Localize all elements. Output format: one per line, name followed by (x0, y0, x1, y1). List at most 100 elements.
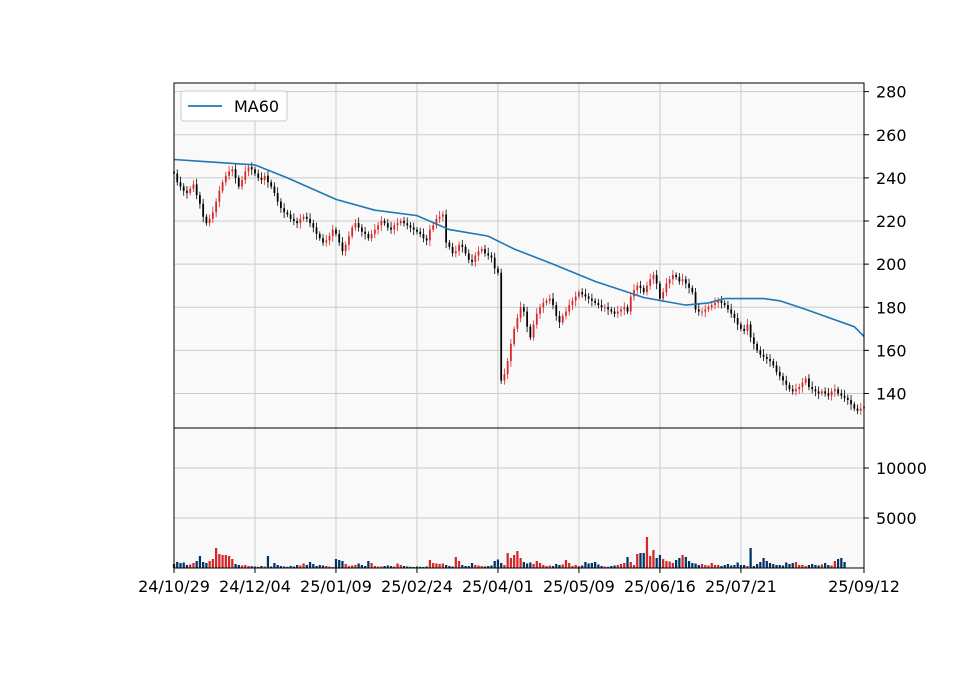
candle-body (798, 387, 801, 390)
volume-bar (503, 565, 506, 568)
candle-body (827, 393, 830, 396)
candle-body (733, 313, 736, 319)
volume-bar (295, 565, 299, 568)
candle-body (532, 324, 535, 338)
price-panel-background (174, 83, 864, 428)
volume-bar (490, 565, 493, 568)
volume-bar (432, 563, 435, 568)
volume-bar (237, 565, 240, 568)
volume-bar (587, 563, 590, 568)
volume-bar (474, 565, 477, 568)
candle-body (765, 356, 768, 359)
volume-bar (402, 566, 406, 568)
volume-bar (448, 566, 451, 568)
candle-body (331, 229, 334, 237)
volume-bar (538, 563, 542, 568)
candle-body (629, 296, 632, 312)
candle-body (451, 246, 454, 254)
candle-body (519, 307, 522, 319)
volume-bar (522, 562, 525, 568)
candle-body (840, 393, 843, 396)
volume-bar (697, 565, 700, 568)
volume-bars (172, 537, 846, 568)
candle-body (195, 184, 198, 196)
candle-body (769, 359, 771, 362)
candle-body (425, 238, 428, 241)
volume-bar (561, 564, 564, 568)
candle-body (211, 212, 214, 219)
volume-bar (804, 566, 807, 568)
volume-bar (312, 564, 315, 568)
volume-bar (263, 566, 266, 568)
candle-body (409, 225, 412, 228)
volume-bar (817, 565, 820, 568)
candle-body (746, 324, 749, 331)
candle-body (419, 231, 422, 234)
candle-body (701, 311, 703, 313)
candle-body (497, 268, 499, 273)
volume-bar (606, 566, 610, 568)
volume-bar (198, 556, 202, 568)
volume-y-axis: 5000 10000 (864, 459, 927, 528)
candle-body (704, 309, 707, 312)
candle-body (390, 227, 392, 230)
volume-bar (525, 563, 529, 568)
volume-bar (616, 565, 619, 568)
volume-bar (532, 564, 535, 568)
candle-body (231, 169, 234, 172)
candle-body (710, 305, 713, 308)
candle-body (652, 274, 655, 280)
price-y-axis: 140 160 180 200 220 240 260 280 (864, 83, 907, 404)
volume-bar (516, 551, 519, 568)
volume-bar (253, 566, 257, 568)
volume-bar (574, 565, 577, 568)
volume-bar (396, 563, 399, 568)
candle-body (782, 376, 784, 381)
candle-body (607, 307, 609, 310)
volume-bar (221, 555, 224, 568)
price-ytick-label: 220 (876, 212, 907, 231)
volume-bar (419, 566, 422, 568)
candle-body (438, 216, 441, 219)
candle-body (250, 167, 253, 170)
volume-bar (480, 566, 483, 568)
candle-body (454, 251, 457, 254)
volume-bar (260, 566, 263, 568)
volume-bar (645, 537, 649, 568)
candle-body (510, 343, 512, 362)
volume-bar (247, 566, 250, 568)
volume-bar (506, 553, 509, 568)
candle-body (659, 283, 661, 299)
candle-body (597, 302, 600, 306)
candle-body (276, 192, 279, 202)
candle-body (309, 218, 311, 224)
candle-body (752, 337, 755, 344)
candle-body (620, 309, 622, 312)
volume-bar (399, 565, 402, 568)
volume-bar (836, 559, 840, 568)
candle-body (179, 182, 182, 187)
volume-bar (444, 565, 448, 568)
candle-body (552, 298, 554, 306)
volume-bar (629, 562, 632, 568)
volume-bar (467, 566, 470, 568)
volume-bar (746, 566, 749, 568)
candle-body (480, 249, 483, 252)
volume-bar (665, 561, 668, 568)
candle-body (176, 173, 179, 183)
volume-bar (765, 561, 768, 568)
candle-body (545, 300, 548, 303)
candle-body (843, 395, 846, 398)
legend-box (180, 90, 288, 122)
volume-ytick-label: 5000 (876, 509, 917, 528)
volume-bar (509, 558, 513, 568)
volume-bar (548, 565, 551, 568)
volume-bar (603, 566, 606, 568)
volume-bar (289, 566, 292, 568)
candle-body (743, 328, 746, 331)
candle-body (762, 354, 765, 357)
volume-bar (801, 565, 804, 568)
volume-bar (393, 566, 396, 568)
volume-bar (250, 566, 253, 568)
